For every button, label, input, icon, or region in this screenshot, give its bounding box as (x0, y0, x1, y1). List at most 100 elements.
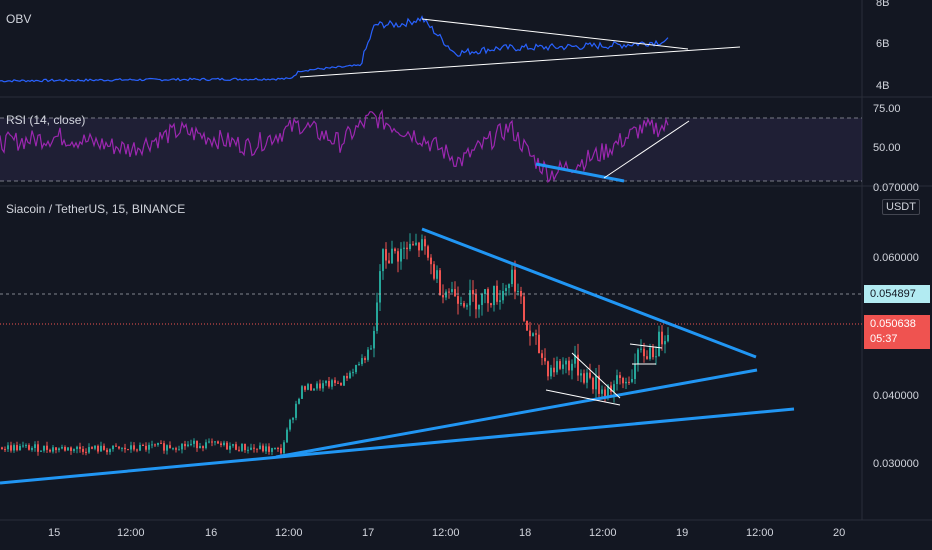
ascending-trendline-upper[interactable] (275, 368, 758, 459)
last-price-value: 0.050638 (870, 318, 916, 330)
candle-body (136, 449, 138, 451)
obv-trendline-down[interactable] (421, 18, 689, 50)
candle-body (229, 445, 231, 450)
candle-body (145, 445, 147, 450)
currency-badge[interactable]: USDT (882, 199, 920, 215)
wedge-line-upper[interactable] (571, 352, 621, 399)
rsi-band (0, 118, 862, 181)
candle-body (109, 449, 111, 453)
marker-price-tag: 0.054897 (864, 285, 930, 303)
candle-body (619, 375, 621, 378)
candle-body (301, 386, 303, 399)
candle-body (367, 349, 369, 360)
candle-body (514, 269, 516, 292)
candle-body (574, 354, 576, 364)
last-price-tag: 0.050638 05:37 (864, 315, 930, 349)
time-label-1200-b: 12:00 (275, 527, 303, 539)
candle-body (118, 446, 120, 449)
candle-body (556, 361, 558, 373)
candle-body (475, 294, 477, 310)
candle-body (568, 360, 570, 371)
candle-body (499, 300, 501, 302)
rsi-trendline-blue[interactable] (535, 162, 625, 183)
candle-body (460, 303, 462, 305)
candle-body (154, 444, 156, 446)
candle-body (124, 447, 126, 450)
descending-trendline[interactable] (421, 227, 757, 359)
candle-body (439, 270, 441, 296)
candle-body (640, 348, 642, 350)
candle-body (523, 296, 525, 321)
candle-body (1, 447, 3, 450)
candle-body (361, 358, 363, 365)
flag-line-upper[interactable] (629, 343, 663, 349)
candle-body (76, 446, 78, 450)
candle-body (262, 445, 264, 452)
candle-body (484, 289, 486, 294)
candle-body (613, 384, 615, 392)
candle-body (403, 247, 405, 249)
obv-trendline-up[interactable] (299, 46, 741, 78)
candle-body (472, 290, 474, 295)
candle-body (16, 445, 18, 451)
rsi-tick-bottom: 0.070000 (873, 182, 919, 194)
candle-body (325, 381, 327, 384)
candle-body (604, 389, 606, 397)
rsi-trendline-white[interactable] (603, 120, 690, 179)
candle-body (382, 249, 384, 272)
candle-body (298, 398, 300, 404)
candle-body (142, 445, 144, 446)
candle-body (133, 445, 135, 450)
candle-body (10, 445, 12, 451)
time-label-1200-e: 12:00 (746, 527, 774, 539)
candle-body (406, 247, 408, 250)
candle-body (610, 385, 612, 392)
candle-body (61, 447, 63, 449)
wedge-line-lower[interactable] (545, 389, 621, 406)
candle-body (646, 356, 648, 359)
candle-body (121, 447, 123, 449)
candle-body (625, 381, 627, 384)
candle-body (85, 451, 87, 453)
candle-body (58, 448, 60, 451)
candle-body (529, 330, 531, 337)
candle-body (652, 347, 654, 358)
rsi-series (0, 109, 669, 184)
candle-body (310, 384, 312, 391)
bar-countdown: 05:37 (870, 333, 898, 345)
candle-body (418, 242, 420, 251)
candle-body (115, 445, 117, 447)
candle-body (415, 242, 417, 245)
price-tick-030: 0.030000 (873, 458, 919, 470)
candle-body (250, 447, 252, 450)
candle-body (31, 448, 33, 450)
candle-body (364, 358, 366, 360)
candle-body (247, 449, 249, 451)
candle-body (427, 246, 429, 258)
candle-body (493, 285, 495, 306)
candle-body (451, 289, 453, 292)
time-label-16: 16 (205, 527, 218, 539)
candle-body (607, 385, 609, 397)
candle-body (454, 289, 456, 297)
time-label-1200-d: 12:00 (589, 527, 617, 539)
candle-body (463, 303, 465, 307)
candle-body (106, 449, 108, 453)
candle-body (40, 450, 42, 452)
symbol-title[interactable]: Siacoin / TetherUS, 15, BINANCE (6, 202, 186, 216)
price-tick-060: 0.060000 (873, 252, 919, 264)
candle-body (259, 445, 261, 449)
candle-body (397, 251, 399, 262)
candle-body (73, 449, 75, 451)
ascending-trendline-lower[interactable] (0, 407, 795, 485)
candle-body (391, 248, 393, 264)
candle-body (181, 443, 183, 450)
candle-body (559, 361, 561, 369)
candle-body (268, 446, 270, 452)
candle-body (202, 446, 204, 449)
candle-body (442, 295, 444, 298)
obv-line (0, 15, 669, 83)
candle-body (547, 361, 549, 377)
